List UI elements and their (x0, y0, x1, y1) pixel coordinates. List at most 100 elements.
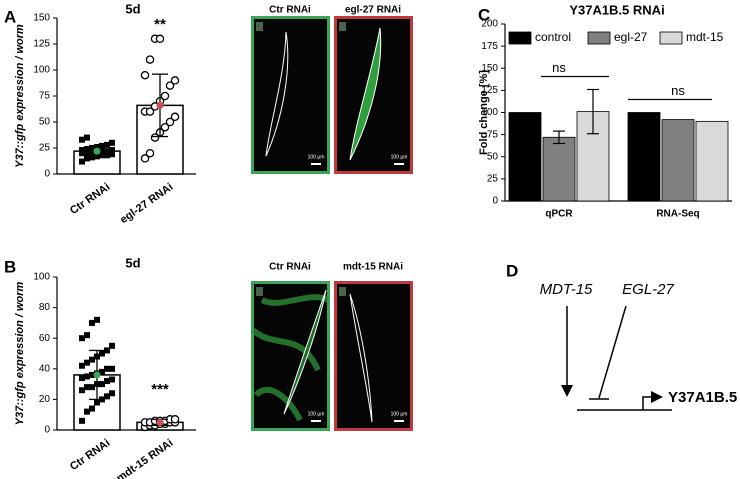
data-point (104, 393, 110, 400)
chart-title: 5d (125, 1, 140, 16)
mean-dot (93, 147, 101, 155)
data-point (89, 356, 95, 363)
y-axis-label: Fold change [%] (478, 70, 490, 155)
data-point (89, 154, 95, 161)
data-point (104, 148, 110, 155)
data-point (109, 390, 115, 397)
y-tick-label: 100 (481, 107, 498, 118)
data-point (170, 76, 180, 85)
data-point (79, 335, 85, 342)
bar (627, 112, 661, 202)
y-tick-label: 175 (481, 41, 498, 52)
bar (542, 136, 576, 202)
y-tick-label: 0 (44, 169, 50, 180)
data-point (79, 374, 85, 381)
chart-title: 5d (125, 255, 140, 270)
y-tick-label: 80 (39, 302, 51, 313)
data-point (150, 133, 160, 142)
data-point (104, 347, 110, 354)
y-tick-label: 50 (39, 117, 51, 128)
logo (339, 287, 346, 296)
data-point (109, 376, 115, 383)
data-point (109, 147, 115, 154)
data-point (89, 145, 95, 151)
data-point (84, 134, 90, 141)
panel-label: B (4, 257, 16, 276)
data-point (84, 150, 90, 157)
mean-dot (156, 101, 164, 109)
y-tick-label: 125 (481, 85, 498, 96)
legend-label: control (535, 30, 571, 44)
data-point (89, 384, 95, 391)
data-point (84, 373, 90, 380)
y-tick-label: 75 (39, 91, 51, 102)
diagram-node: MDT-15 (540, 281, 593, 298)
data-point (99, 350, 105, 357)
diagram-node: EGL-27 (622, 281, 674, 298)
logo (256, 22, 263, 31)
worm-outline (283, 289, 327, 415)
data-point (104, 365, 110, 372)
data-point (104, 141, 110, 148)
data-point (79, 147, 85, 154)
scale-bar-label: 100 µm (391, 154, 408, 160)
x-tick-label: RNA-Seq (656, 209, 699, 220)
worm-outline (265, 31, 289, 157)
bar (695, 120, 729, 202)
image-label: mdt-15 RNAi (343, 262, 403, 273)
x-tick-label: egl-27 RNAi (118, 181, 175, 226)
y-tick-label: 50 (487, 151, 499, 162)
data-point (84, 155, 90, 162)
y-axis-label: Y37::gfp expression / worm (14, 24, 26, 168)
y-tick-label: 60 (39, 333, 51, 344)
significance: ** (154, 16, 166, 33)
y-tick-label: 150 (33, 13, 50, 24)
micrograph (334, 281, 413, 431)
data-point (99, 381, 105, 388)
y-tick-label: 125 (33, 39, 50, 50)
data-point (145, 107, 155, 116)
image-label: Ctr RNAi (269, 5, 311, 16)
data-point (145, 148, 155, 158)
y-tick-label: 40 (39, 363, 51, 374)
y-tick-label: 0 (44, 425, 50, 436)
data-point (140, 154, 150, 163)
data-point (94, 399, 100, 406)
logo (256, 287, 263, 296)
data-point (84, 359, 90, 366)
significance: ns (552, 60, 566, 75)
data-point (89, 405, 95, 412)
data-point (84, 384, 90, 391)
y-axis-label: Y37::gfp expression / worm (14, 281, 26, 425)
legend-swatch (659, 31, 683, 45)
y-tick-label: 20 (39, 394, 51, 405)
x-tick-label: Ctr RNAi (68, 437, 112, 473)
data-point (84, 146, 90, 153)
data-point (79, 362, 85, 369)
promoter-arrow (642, 391, 663, 410)
data-point (109, 342, 115, 349)
legend-label: egl-27 (614, 30, 648, 44)
x-tick-label: qPCR (545, 209, 573, 220)
panel-label: C (478, 5, 490, 24)
y-tick-label: 25 (39, 143, 51, 154)
data-point (84, 332, 90, 339)
data-point (79, 387, 85, 394)
image-label: egl-27 RNAi (345, 5, 401, 16)
significance: *** (151, 381, 169, 398)
data-point (84, 408, 90, 415)
chart-title: Y37A1B.5 RNAi (569, 2, 664, 17)
panel-label: A (4, 7, 16, 26)
legend-swatch (587, 31, 611, 45)
gene-label: Y37A1B.5 (668, 389, 737, 406)
data-point (165, 81, 175, 90)
scale-bar-label: 100 µm (391, 411, 408, 417)
mean-dot (93, 371, 101, 379)
mean-dot (156, 418, 164, 426)
data-point (99, 152, 105, 159)
data-point (104, 378, 110, 385)
data-point (160, 91, 170, 101)
bar (508, 112, 542, 202)
data-point (99, 368, 105, 375)
